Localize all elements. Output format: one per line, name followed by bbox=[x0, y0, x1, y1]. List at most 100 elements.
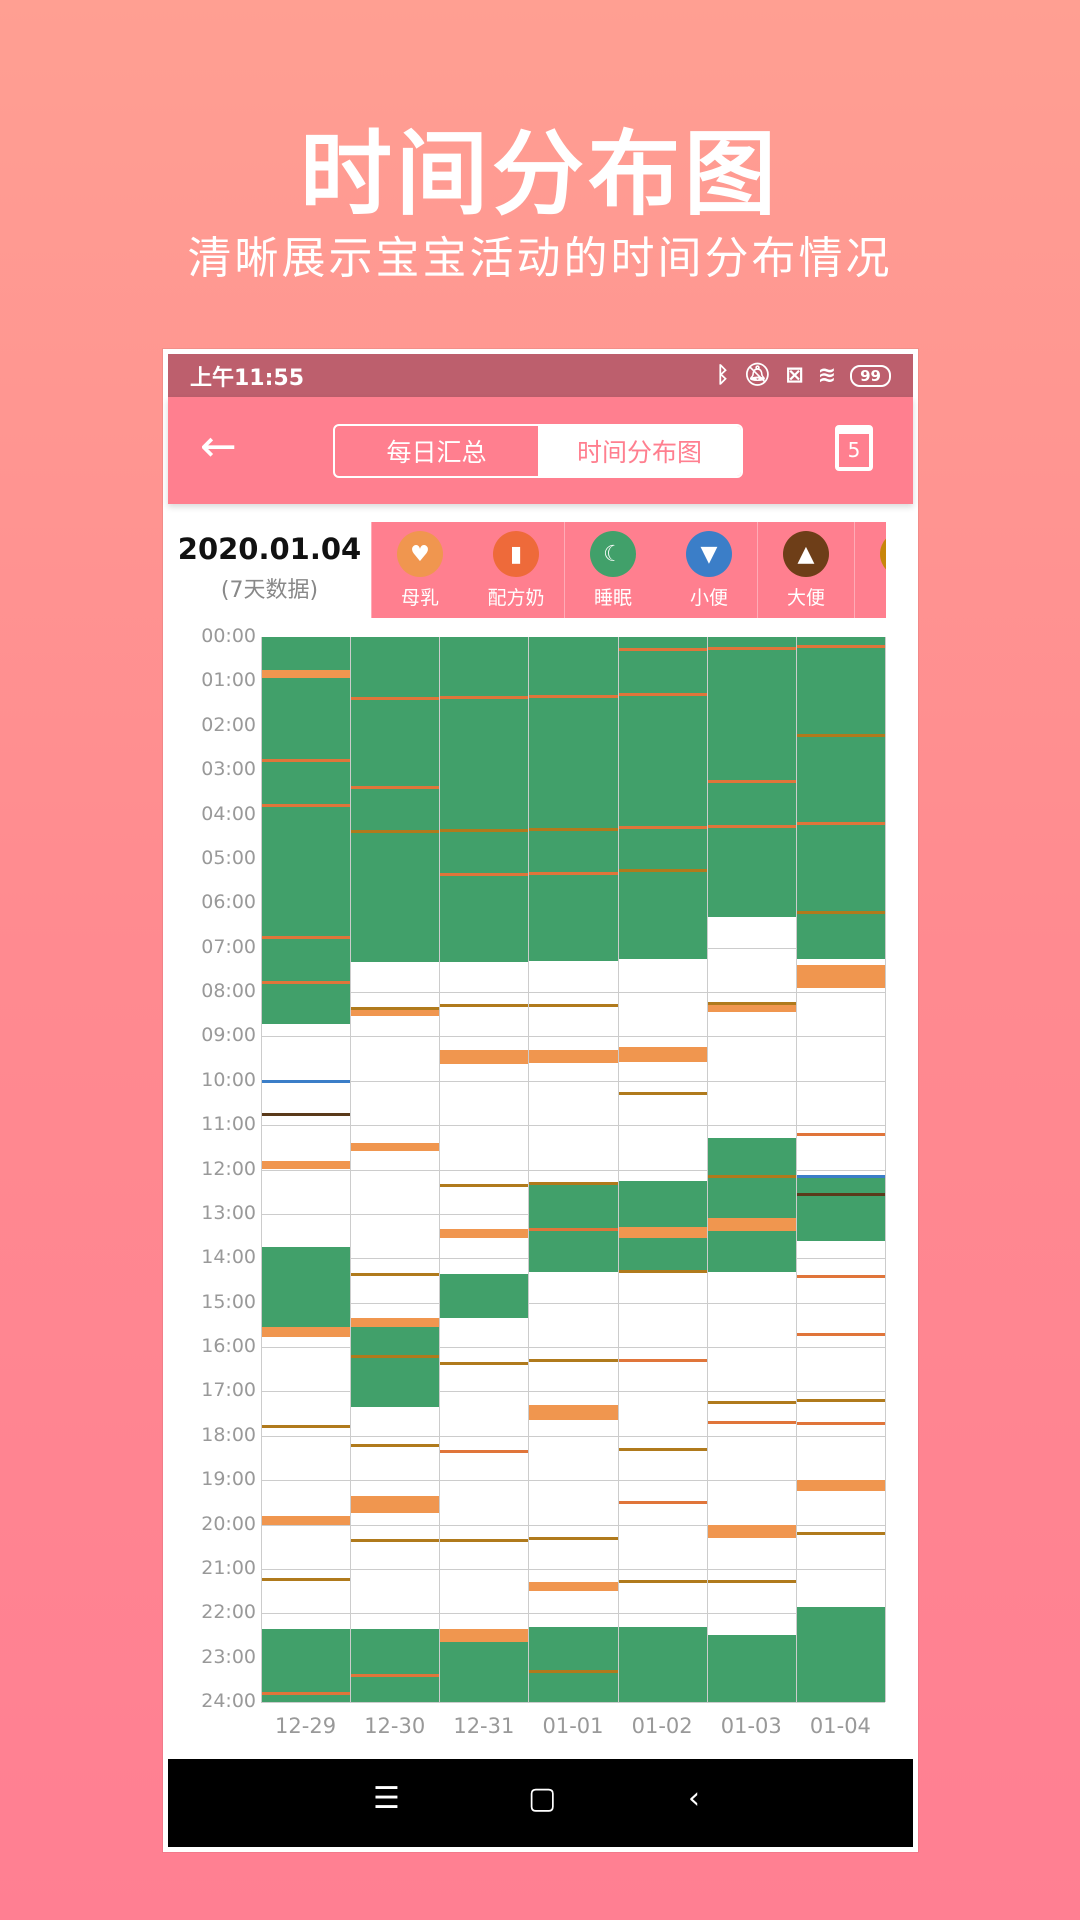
tab-time-distribution[interactable]: 时间分布图 bbox=[538, 426, 741, 476]
diaper-mark bbox=[351, 1006, 440, 1010]
diaper-mark bbox=[351, 1272, 440, 1276]
diaper-mark bbox=[618, 1269, 707, 1273]
wifi-icon: ≋ bbox=[817, 363, 837, 388]
pee-mark bbox=[262, 1079, 351, 1083]
formula-mark bbox=[351, 1674, 440, 1678]
mute-icon: 🔕︎ bbox=[743, 363, 772, 388]
legend-item[interactable]: ♥ 母乳 bbox=[372, 522, 468, 618]
x-tick-label: 12-31 bbox=[453, 1714, 515, 1738]
formula-mark bbox=[529, 694, 618, 698]
poop-icon: ▲ bbox=[783, 531, 829, 577]
y-tick-label: 01:00 bbox=[201, 669, 256, 692]
sleep-bar bbox=[796, 637, 885, 959]
legend-item[interactable]: ▼ 小便 bbox=[661, 522, 757, 618]
formula-mark bbox=[707, 647, 796, 651]
gridline-v bbox=[261, 637, 262, 1702]
promo-subtitle: 清晰展示宝宝活动的时间分布情况 bbox=[187, 233, 893, 284]
x-tick-label: 01-02 bbox=[631, 1714, 693, 1738]
formula-mark bbox=[529, 1228, 618, 1232]
sleep-bar bbox=[707, 1635, 796, 1702]
legend-divider bbox=[757, 522, 758, 618]
legend-item[interactable]: ●换 bbox=[855, 522, 886, 618]
y-tick-label: 15:00 bbox=[201, 1290, 256, 1313]
x-tick-label: 12-29 bbox=[275, 1714, 337, 1738]
x-tick-label: 01-01 bbox=[542, 1714, 604, 1738]
breastfeed-bar bbox=[262, 1160, 351, 1169]
legend-divider bbox=[371, 522, 372, 618]
sleep-bar bbox=[440, 1273, 529, 1319]
sleep-bar bbox=[707, 637, 796, 917]
gridline-h bbox=[261, 1480, 885, 1482]
bluetooth-icon: ᛒ bbox=[716, 363, 730, 388]
gridline-h bbox=[261, 1702, 885, 1703]
home-icon[interactable]: ▢ bbox=[528, 1781, 557, 1816]
y-tick-label: 21:00 bbox=[201, 1556, 256, 1579]
formula-mark bbox=[618, 1359, 707, 1363]
breastfeed-bar bbox=[618, 1047, 707, 1063]
formula-mark bbox=[351, 697, 440, 701]
diaper-mark bbox=[707, 1401, 796, 1405]
gridline-h bbox=[261, 992, 885, 993]
x-tick-label: 12-30 bbox=[364, 1714, 426, 1738]
breastfeed-bar bbox=[262, 1515, 351, 1525]
tab-daily-summary[interactable]: 每日汇总 bbox=[386, 438, 487, 467]
diaper-mark bbox=[529, 827, 618, 831]
legend-item[interactable]: ▮ 配方奶 bbox=[468, 522, 564, 618]
breastfeed-bar bbox=[529, 1404, 618, 1421]
breastfeed-bar bbox=[707, 1218, 796, 1231]
formula-mark bbox=[262, 981, 351, 985]
menu-icon[interactable]: ☰ bbox=[373, 1781, 400, 1816]
selected-date[interactable]: 2020.01.04 bbox=[177, 532, 362, 566]
bottle-icon: ▮ bbox=[493, 531, 539, 577]
formula-mark bbox=[262, 1692, 351, 1696]
y-tick-label: 23:00 bbox=[201, 1645, 256, 1668]
legend-item[interactable]: ▲ 大便 bbox=[758, 522, 854, 618]
formula-mark bbox=[262, 758, 351, 762]
breastfeed-bar bbox=[440, 1628, 529, 1643]
sleep-bar bbox=[351, 1327, 440, 1407]
sleep-bar bbox=[440, 637, 529, 963]
y-tick-label: 12:00 bbox=[201, 1157, 256, 1180]
calendar-icon[interactable]: 5 bbox=[835, 425, 873, 471]
diaper-mark bbox=[618, 1092, 707, 1096]
formula-mark bbox=[529, 872, 618, 876]
gridline-h bbox=[261, 1125, 885, 1127]
gridline-h bbox=[261, 1302, 885, 1304]
moon-icon: ☾ bbox=[590, 531, 636, 577]
gridline-h bbox=[261, 1169, 885, 1171]
formula-mark bbox=[796, 822, 885, 826]
y-tick-label: 04:00 bbox=[201, 802, 256, 825]
back-nav-icon[interactable]: ‹ bbox=[688, 1781, 700, 1816]
app-header: ← 每日汇总 时间分布图 5 bbox=[168, 397, 913, 504]
formula-mark bbox=[618, 648, 707, 652]
gridline-h bbox=[261, 1568, 885, 1570]
formula-mark bbox=[796, 644, 885, 648]
y-tick-label: 20:00 bbox=[201, 1512, 256, 1535]
date-panel: 2020.01.04 (7天数据) bbox=[168, 522, 371, 618]
gridline-h bbox=[261, 1435, 885, 1437]
legend-item[interactable]: ☾ 睡眠 bbox=[565, 522, 661, 618]
sleep-bar bbox=[351, 637, 440, 963]
diaper-mark bbox=[529, 1181, 618, 1185]
breastfeed-bar bbox=[440, 1049, 529, 1064]
legend-label: 母乳 bbox=[400, 587, 439, 609]
status-bar: 上午11:55 ᛒ 🔕︎ ⊠ ≋ 99 bbox=[168, 354, 913, 397]
diaper-mark bbox=[796, 733, 885, 737]
back-arrow-icon[interactable]: ← bbox=[200, 421, 237, 472]
formula-mark bbox=[618, 692, 707, 696]
pee-mark bbox=[796, 1175, 885, 1179]
phone-screen: 上午11:55 ᛒ 🔕︎ ⊠ ≋ 99 ← 每日汇总 时间分布图 5 2020.… bbox=[163, 349, 918, 1852]
poop-mark bbox=[262, 1113, 351, 1117]
formula-mark bbox=[796, 1332, 885, 1336]
legend-divider bbox=[564, 522, 565, 618]
y-tick-label: 08:00 bbox=[201, 980, 256, 1002]
formula-mark bbox=[707, 780, 796, 784]
formula-mark bbox=[796, 1133, 885, 1136]
sleep-bar bbox=[262, 1628, 351, 1702]
diaper-mark bbox=[707, 1002, 796, 1006]
y-tick-label: 10:00 bbox=[201, 1068, 256, 1091]
sleep-bar bbox=[529, 1626, 618, 1702]
diaper-mark bbox=[707, 1175, 796, 1179]
change-icon: ● bbox=[880, 531, 886, 577]
gridline-v bbox=[795, 637, 797, 1702]
